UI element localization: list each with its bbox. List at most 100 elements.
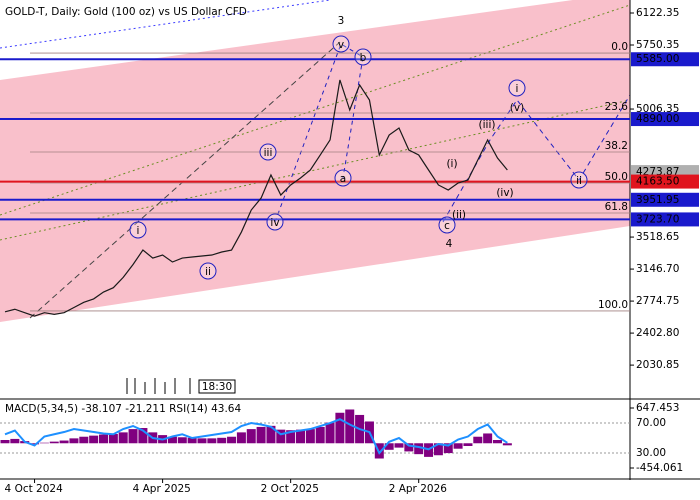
wave-label: v: [338, 39, 344, 51]
y2-tick-label: 70.00: [636, 417, 666, 429]
y-tick-label: 2402.80: [636, 327, 679, 339]
wave-label: b: [360, 52, 367, 64]
wave-label: i: [516, 83, 519, 95]
wave-label: iv: [270, 217, 279, 229]
wave-circle: [438, 216, 456, 234]
y-tick-label: 3146.70: [636, 263, 679, 275]
macd-bar: [236, 432, 246, 444]
price-level-box: [631, 192, 699, 207]
macd-bar: [463, 443, 473, 446]
wave-circle: [199, 262, 217, 280]
wave-label: (iii): [479, 119, 496, 131]
wave-label: ii: [576, 175, 582, 187]
macd-bar: [128, 429, 138, 444]
fan-line: [29, 41, 341, 319]
macd-bar: [414, 443, 424, 455]
fan-line: [0, 4, 631, 216]
macd-bar: [59, 440, 69, 444]
macd-bar: [177, 437, 187, 444]
macd-bar: [473, 436, 483, 444]
macd-bar: [99, 434, 108, 444]
wave-circle: [570, 171, 588, 189]
macd-bar: [453, 443, 463, 449]
macd-bar: [138, 428, 148, 444]
indicator-title: MACD(5,34,5) -38.107 -21.211 RSI(14) 43.…: [5, 403, 241, 415]
rsi-line: [4, 418, 508, 455]
y-tick-label: 2774.75: [636, 295, 679, 307]
macd-bar: [167, 436, 177, 444]
price-level-box: [631, 52, 699, 67]
wave-circle: [332, 35, 350, 53]
macd-bar: [79, 436, 89, 444]
wave-label: (v): [510, 102, 524, 114]
macd-bar: [305, 429, 315, 444]
x-tick-label: 4 Apr 2025: [133, 483, 191, 495]
macd-bar: [89, 435, 99, 444]
macd-bar: [325, 422, 335, 444]
price-level-label: 3723.70: [636, 213, 679, 225]
wave-label: ii: [205, 266, 211, 278]
macd-bar: [296, 429, 305, 444]
macd-bar: [433, 443, 443, 456]
wave-circle: [129, 221, 147, 239]
macd-bar: [10, 438, 20, 444]
x-tick-label: 2 Apr 2026: [389, 483, 448, 495]
wave-circle: [334, 169, 352, 187]
price-level-label: 4163.50: [636, 176, 679, 188]
x-tick-label: 2 Oct 2025: [261, 483, 319, 495]
wave-circle: [354, 48, 372, 66]
wave-label: (i): [446, 158, 457, 170]
macd-bar: [404, 443, 414, 452]
macd-bar: [443, 443, 453, 454]
macd-bar: [49, 441, 59, 444]
macd-bar: [30, 443, 40, 445]
time-label-box: [198, 379, 236, 394]
fib-label: 50.0: [605, 171, 628, 183]
wave-circle: [259, 143, 277, 161]
y-tick-label: 3518.65: [636, 231, 679, 243]
fib-label: 61.8: [605, 201, 628, 213]
y-tick-label: -454.061: [636, 462, 683, 474]
wave-label: (iv): [496, 187, 513, 199]
y-tick-label: 647.453: [636, 402, 679, 414]
macd-bar: [345, 409, 355, 444]
macd-bar: [266, 425, 276, 444]
time-label: 18:30: [202, 381, 232, 393]
y2-tick-label: 30.00: [636, 447, 666, 459]
macd-bar: [286, 430, 296, 444]
macd-bar: [108, 434, 118, 444]
macd-bar: [207, 438, 217, 444]
macd-bar: [394, 443, 404, 448]
wave-projection: [274, 43, 364, 223]
macd-bar: [315, 426, 325, 444]
macd-bar: [246, 429, 256, 444]
macd-bar: [0, 439, 10, 444]
fib-label: 38.2: [605, 140, 628, 152]
y-tick-label: 2030.85: [636, 359, 679, 371]
macd-bar: [39, 442, 49, 444]
price-level-box: [631, 112, 699, 127]
fan-line: [0, 0, 331, 49]
price-level-label: 5585.00: [636, 53, 679, 65]
x-tick-label: 4 Oct 2024: [5, 483, 64, 495]
macd-bar: [335, 412, 345, 444]
price-level-label: 4890.00: [636, 113, 679, 125]
wave-label: 4: [446, 238, 453, 250]
y-tick-label: 5006.35: [636, 103, 679, 115]
wave-label: 3: [338, 15, 345, 27]
macd-bar: [256, 426, 266, 444]
y-tick-label: 6122.35: [636, 7, 679, 19]
y-tick-label: 5750.35: [636, 39, 679, 51]
fib-label: 100.0: [598, 299, 628, 311]
price-level-box: [631, 174, 699, 189]
fib-label: 23.6: [605, 101, 629, 113]
wave-label: i: [137, 225, 140, 237]
fib-label: 0.0: [611, 41, 628, 53]
wave-label: c: [444, 220, 450, 232]
macd-bar: [187, 437, 197, 444]
macd-bar: [118, 432, 128, 444]
wave-label: a: [340, 173, 346, 185]
macd-bar: [227, 436, 237, 444]
macd-bar: [276, 429, 286, 444]
